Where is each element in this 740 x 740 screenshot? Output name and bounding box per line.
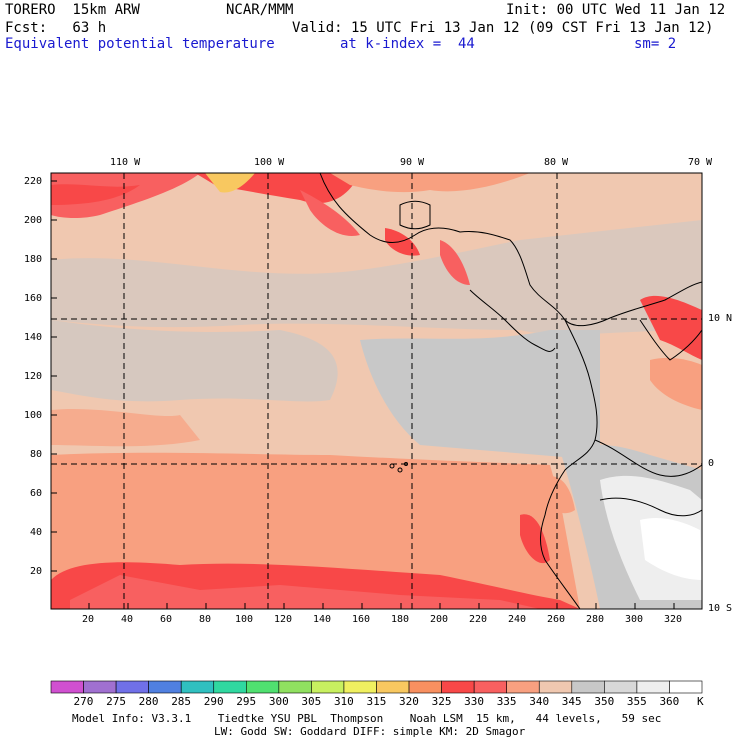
colorbar-swatch bbox=[571, 680, 605, 694]
coastlines bbox=[319, 173, 702, 609]
lon-label-70w: 70 W bbox=[688, 157, 713, 168]
colorbar-label: 355 bbox=[626, 695, 647, 708]
colorbar-swatch bbox=[604, 680, 638, 694]
colorbar-label: 360 bbox=[659, 695, 680, 708]
colorbar-label: 335 bbox=[496, 695, 517, 708]
colorbar-label: 310 bbox=[333, 695, 354, 708]
colorbar-swatch bbox=[506, 680, 540, 694]
valid-time: Valid: 15 UTC Fri 13 Jan 12 (09 CST Fri … bbox=[292, 20, 714, 36]
colorbar-label: 285 bbox=[171, 695, 192, 708]
x-tick-label: 60 bbox=[160, 614, 173, 625]
colorbar-swatch bbox=[246, 680, 280, 694]
colorbar-label: 345 bbox=[561, 695, 582, 708]
colorbar-label: 270 bbox=[73, 695, 94, 708]
x-tick-label: 320 bbox=[664, 614, 683, 625]
model-info-line2: LW: Godd SW: Goddard DIFF: simple KM: 2D… bbox=[214, 725, 526, 738]
lat-label-10n: 10 N bbox=[708, 313, 733, 324]
colorbar-swatch bbox=[538, 680, 573, 694]
y-tick-marks bbox=[51, 180, 57, 572]
lat-label-10s: 10 S bbox=[708, 603, 733, 614]
y-tick-label: 120 bbox=[24, 371, 43, 382]
colorbar-swatch bbox=[148, 680, 182, 694]
y-tick-label: 60 bbox=[30, 488, 43, 499]
y-tick-label: 140 bbox=[24, 332, 43, 343]
colorbar-label: 340 bbox=[529, 695, 550, 708]
x-tick-label: 300 bbox=[625, 614, 644, 625]
y-tick-label: 160 bbox=[24, 293, 43, 304]
x-tick-label: 120 bbox=[274, 614, 293, 625]
x-tick-label: 40 bbox=[121, 614, 134, 625]
lon-label-100w: 100 W bbox=[254, 157, 285, 168]
colorbar-swatch bbox=[473, 680, 507, 694]
colorbar-swatch bbox=[50, 680, 84, 694]
y-tick-label: 80 bbox=[30, 449, 43, 460]
init-time: Init: 00 UTC Wed 11 Jan 12 bbox=[506, 2, 726, 18]
lon-label-80w: 80 W bbox=[544, 157, 569, 168]
x-tick-label: 20 bbox=[82, 614, 95, 625]
x-tick-label: 280 bbox=[586, 614, 605, 625]
x-tick-label: 200 bbox=[430, 614, 449, 625]
x-tick-label: 100 bbox=[235, 614, 254, 625]
level-label: at k-index = 44 bbox=[340, 36, 475, 52]
x-tick-label: 160 bbox=[352, 614, 371, 625]
colorbar-swatch bbox=[83, 680, 117, 694]
colorbar-label: 325 bbox=[431, 695, 452, 708]
field-name: Equivalent potential temperature bbox=[5, 36, 275, 52]
colorbar-swatch bbox=[636, 680, 670, 694]
colorbar-swatch bbox=[278, 680, 312, 694]
x-tick-label: 220 bbox=[469, 614, 488, 625]
lat-label-0: 0 bbox=[708, 458, 715, 469]
theta-e-field bbox=[51, 173, 702, 609]
colorbar-label: 295 bbox=[236, 695, 257, 708]
y-tick-label: 180 bbox=[24, 254, 43, 265]
colorbar-swatch bbox=[441, 680, 475, 694]
lon-label-90w: 90 W bbox=[400, 157, 425, 168]
x-tick-label: 80 bbox=[199, 614, 212, 625]
colorbar-label: 290 bbox=[203, 695, 224, 708]
model-info-line1: Model Info: V3.3.1 Tiedtke YSU PBL Thomp… bbox=[72, 712, 662, 725]
y-tick-label: 100 bbox=[24, 410, 43, 421]
x-tick-marks bbox=[88, 603, 675, 609]
model-title: TORERO 15km ARW bbox=[5, 2, 140, 18]
colorbar-label: 320 bbox=[399, 695, 419, 708]
colorbar-label: 300 bbox=[268, 695, 289, 708]
forecast-hour: Fcst: 63 h bbox=[5, 20, 107, 36]
colorbar-label: 275 bbox=[106, 695, 126, 708]
lon-label-110w: 110 W bbox=[110, 157, 141, 168]
colorbar-swatch bbox=[343, 680, 377, 694]
x-tick-label: 180 bbox=[391, 614, 410, 625]
colorbar-unit: K bbox=[697, 695, 704, 708]
graticule bbox=[51, 173, 702, 609]
colorbar-swatch bbox=[669, 680, 703, 694]
colorbar-label: 305 bbox=[301, 695, 322, 708]
x-tick-label: 140 bbox=[313, 614, 332, 625]
y-tick-label: 220 bbox=[24, 176, 43, 187]
y-tick-label: 200 bbox=[24, 215, 43, 226]
colorbar bbox=[50, 680, 703, 694]
colorbar-label: 280 bbox=[138, 695, 159, 708]
x-tick-label: 260 bbox=[547, 614, 566, 625]
colorbar-swatch bbox=[115, 680, 149, 694]
y-tick-label: 20 bbox=[30, 566, 43, 577]
colorbar-swatch bbox=[180, 680, 215, 694]
smoothing-label: sm= 2 bbox=[634, 36, 677, 52]
y-tick-label: 40 bbox=[30, 527, 43, 538]
map-frame bbox=[50, 172, 703, 610]
colorbar-label: 350 bbox=[594, 695, 615, 708]
colorbar-swatch bbox=[376, 680, 410, 694]
colorbar-label: 315 bbox=[366, 695, 387, 708]
colorbar-swatch bbox=[311, 680, 345, 694]
center-label: NCAR/MMM bbox=[226, 2, 294, 18]
colorbar-swatch bbox=[213, 680, 247, 694]
colorbar-label: 330 bbox=[464, 695, 485, 708]
x-tick-label: 240 bbox=[508, 614, 527, 625]
colorbar-swatch bbox=[408, 680, 442, 694]
